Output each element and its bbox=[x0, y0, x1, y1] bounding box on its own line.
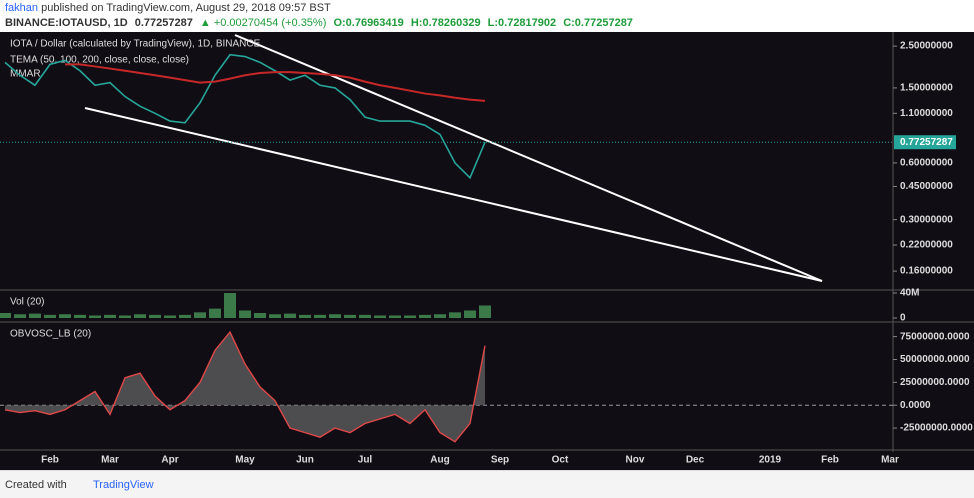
volume-bar bbox=[104, 314, 116, 318]
y-tick-label: 0.22000000 bbox=[900, 240, 953, 251]
x-tick-label: Mar bbox=[101, 455, 119, 466]
panel-title: OBVOSC_LB (20) bbox=[10, 329, 91, 340]
volume-bar bbox=[0, 313, 11, 318]
x-tick-label: Jul bbox=[358, 455, 373, 466]
volume-bar bbox=[149, 314, 161, 318]
volume-bar bbox=[284, 313, 296, 318]
panel-title: Vol (20) bbox=[10, 297, 44, 308]
volume-bar bbox=[359, 314, 371, 318]
x-tick-label: Jun bbox=[296, 455, 314, 466]
last-price-box bbox=[894, 135, 956, 150]
x-tick-label: Dec bbox=[686, 455, 705, 466]
x-tick-label: May bbox=[235, 455, 255, 466]
y-tick-label: 50000000.0000 bbox=[900, 354, 970, 365]
volume-bar bbox=[209, 308, 221, 318]
volume-bar bbox=[479, 305, 491, 318]
volume-bar bbox=[374, 315, 386, 318]
low: L:0.72817902 bbox=[487, 17, 557, 29]
footer: Created with TradingView bbox=[0, 470, 974, 498]
symbol: BINANCE:IOTAUSD, 1D bbox=[5, 17, 128, 29]
x-tick-label: Feb bbox=[41, 455, 59, 466]
oscillator-area bbox=[5, 332, 485, 442]
x-tick-label: Nov bbox=[626, 455, 645, 466]
oscillator-line bbox=[4, 330, 486, 443]
x-tick-label: 2019 bbox=[759, 455, 782, 466]
series-label: IOTA / Dollar (calculated by TradingView… bbox=[10, 39, 261, 50]
open: O:0.76963419 bbox=[333, 17, 404, 29]
volume-bar bbox=[164, 315, 176, 318]
chart-bg bbox=[0, 32, 974, 470]
volume-bar bbox=[299, 314, 311, 318]
price-line bbox=[4, 53, 486, 180]
volume-bar bbox=[224, 293, 236, 318]
volume-bar bbox=[239, 310, 251, 318]
volume-bar bbox=[434, 314, 446, 318]
trendline bbox=[84, 107, 823, 282]
y-tick-label: 0.60000000 bbox=[900, 158, 953, 169]
volume-bar bbox=[179, 314, 191, 318]
y-tick-label: 75000000.0000 bbox=[900, 331, 970, 342]
y-tick-label: 1.10000000 bbox=[900, 108, 953, 119]
quote-line: BINANCE:IOTAUSD, 1D 0.77257287 ▲ +0.0027… bbox=[5, 17, 637, 29]
volume-bar bbox=[89, 315, 101, 318]
last-price-label: 0.77257287 bbox=[900, 137, 953, 148]
y-tick-label: 0.0000 bbox=[900, 400, 931, 411]
x-tick-label: Sep bbox=[491, 455, 509, 466]
y-tick-label: 0.16000000 bbox=[900, 266, 953, 277]
volume-bar bbox=[254, 313, 266, 318]
volume-bar bbox=[74, 314, 86, 318]
volume-bar bbox=[269, 314, 281, 318]
volume-bar bbox=[119, 315, 131, 318]
price-line bbox=[65, 63, 486, 102]
volume-bar bbox=[449, 312, 461, 318]
indicator-label: TEMA (50, 100, 200, close, close, close) bbox=[10, 55, 189, 66]
volume-bar bbox=[404, 315, 416, 318]
volume-bar bbox=[194, 312, 206, 318]
y-tick-label: 2.50000000 bbox=[900, 41, 953, 52]
brand[interactable]: TradingView bbox=[93, 479, 154, 491]
volume-bar bbox=[389, 315, 401, 318]
x-tick-label: Apr bbox=[161, 455, 178, 466]
series-label: MMAR bbox=[10, 69, 41, 80]
y-tick-label: 0.45000000 bbox=[900, 181, 953, 192]
published: published on TradingView.com, August 29,… bbox=[41, 2, 331, 14]
volume-bar bbox=[29, 313, 41, 318]
volume-bar bbox=[419, 314, 431, 318]
header: fakhan published on TradingView.com, Aug… bbox=[0, 0, 974, 32]
chart: IOTA / Dollar (calculated by TradingView… bbox=[0, 32, 974, 470]
change: ▲ +0.00270454 (+0.35%) bbox=[199, 17, 327, 29]
y-tick-label: 1.50000000 bbox=[900, 83, 953, 94]
volume-bar bbox=[464, 310, 476, 318]
y-tick-label: 0.30000000 bbox=[900, 214, 953, 225]
x-tick-label: Mar bbox=[881, 455, 899, 466]
volume-bar bbox=[314, 314, 326, 318]
x-tick-label: Aug bbox=[430, 455, 449, 466]
y-tick-label: 40M bbox=[900, 288, 919, 299]
close: C:0.77257287 bbox=[563, 17, 633, 29]
publish-line: fakhan published on TradingView.com, Aug… bbox=[5, 2, 331, 14]
y-tick-label: 0 bbox=[900, 313, 906, 324]
volume-bar bbox=[14, 314, 26, 318]
created-with: Created with bbox=[5, 479, 67, 491]
x-tick-label: Oct bbox=[552, 455, 569, 466]
high: H:0.78260329 bbox=[410, 17, 481, 29]
author[interactable]: fakhan bbox=[5, 2, 39, 14]
volume-bar bbox=[44, 314, 56, 318]
y-tick-label: 25000000.0000 bbox=[900, 377, 970, 388]
volume-bar bbox=[344, 314, 356, 318]
volume-bar bbox=[59, 314, 71, 318]
y-tick-label: -25000000.0000 bbox=[900, 423, 973, 434]
volume-bar bbox=[329, 314, 341, 318]
volume-bar bbox=[134, 314, 146, 318]
x-tick-label: Feb bbox=[821, 455, 839, 466]
last: 0.77257287 bbox=[134, 17, 193, 29]
